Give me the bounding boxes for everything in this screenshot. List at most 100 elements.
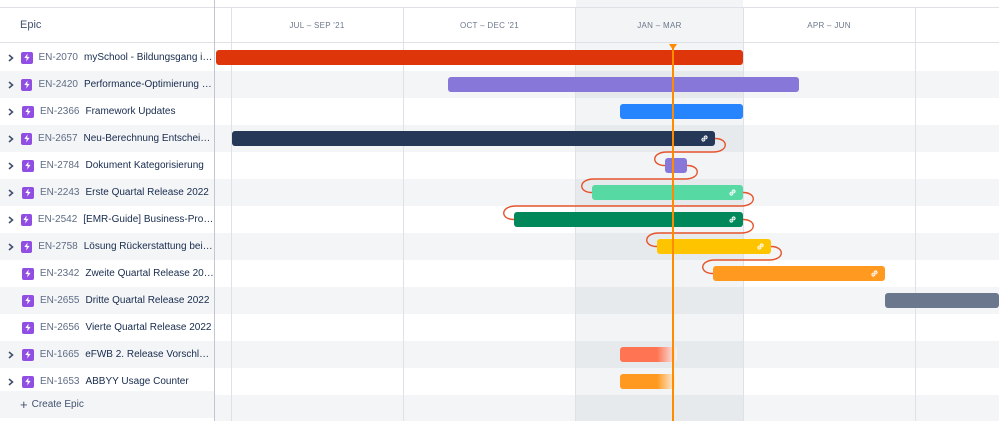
- epic-summary[interactable]: eFWB 2. Release Vorschläge: [85, 349, 214, 360]
- link-icon[interactable]: [700, 134, 709, 143]
- dependency-line[interactable]: [702, 245, 782, 275]
- epic-row[interactable]: EN-2070 mySchool - Bildungsgang in P...: [0, 44, 214, 71]
- epic-bar[interactable]: [620, 104, 743, 119]
- epic-key[interactable]: EN-2070: [38, 52, 78, 63]
- chevron-right-icon[interactable]: [7, 161, 15, 170]
- epic-bar[interactable]: [620, 347, 677, 362]
- timeline-header: JUL – SEP '21 OCT – DEC '21 JAN – MAR AP…: [215, 7, 999, 43]
- epic-key[interactable]: EN-1653: [40, 376, 80, 387]
- epic-bar[interactable]: [592, 185, 743, 200]
- epic-bar[interactable]: [514, 212, 743, 227]
- epic-bar[interactable]: [665, 158, 687, 173]
- epic-list-panel: Epic EN-2070 mySchool - Bildungsgang in P…: [0, 0, 215, 421]
- epic-row[interactable]: EN-1653 ABBYY Usage Counter: [0, 368, 214, 395]
- epic-row[interactable]: EN-2758 Lösung Rückerstattung bei Do...: [0, 233, 214, 260]
- epic-summary[interactable]: Zweite Quartal Release 2022: [85, 268, 214, 279]
- dependency-line[interactable]: [581, 164, 698, 194]
- epic-key[interactable]: EN-2420: [38, 79, 78, 90]
- epic-row[interactable]: EN-2656 Vierte Quartal Release 2022: [0, 314, 214, 341]
- epic-row[interactable]: EN-2655 Dritte Quartal Release 2022: [0, 287, 214, 314]
- epic-summary[interactable]: [EMR-Guide] Business-Profil m...: [83, 214, 214, 225]
- epic-bar[interactable]: [232, 131, 715, 146]
- epic-column-header: Epic: [0, 7, 214, 43]
- chevron-right-icon[interactable]: [7, 188, 15, 197]
- epic-summary[interactable]: Framework Updates: [85, 106, 176, 117]
- epic-bar[interactable]: [713, 266, 885, 281]
- epic-key[interactable]: EN-2784: [40, 160, 80, 171]
- epic-key[interactable]: EN-2243: [40, 187, 80, 198]
- chevron-right-icon[interactable]: [7, 215, 14, 224]
- epic-summary[interactable]: mySchool - Bildungsgang in P...: [83, 52, 214, 63]
- link-icon[interactable]: [870, 269, 879, 278]
- month-header-q4-2021: OCT – DEC '21: [459, 20, 520, 30]
- month-header-q1-2022: JAN – MAR: [637, 20, 682, 30]
- epic-key[interactable]: EN-2366: [40, 106, 80, 117]
- epic-bar[interactable]: [448, 77, 799, 92]
- epic-row[interactable]: EN-1665 eFWB 2. Release Vorschläge: [0, 341, 214, 368]
- epic-key[interactable]: EN-2542: [37, 214, 78, 225]
- epic-key[interactable]: EN-2657: [38, 133, 78, 144]
- epic-key[interactable]: EN-1665: [39, 349, 80, 360]
- create-epic-button[interactable]: + Create Epic: [0, 391, 214, 418]
- epic-summary[interactable]: ABBYY Usage Counter: [85, 376, 189, 387]
- quarter-separator: [915, 7, 916, 421]
- epic-lightning-icon: [21, 213, 32, 226]
- chevron-right-icon[interactable]: [7, 242, 14, 251]
- dependency-line[interactable]: [646, 218, 754, 248]
- dependency-lines: [503, 137, 782, 275]
- epic-lightning-icon: [21, 348, 34, 361]
- chevron-right-icon[interactable]: [7, 80, 14, 89]
- epic-bar[interactable]: [885, 293, 999, 308]
- epic-summary[interactable]: Erste Quartal Release 2022: [85, 187, 209, 198]
- quarter-separator: [231, 7, 232, 421]
- epic-row[interactable]: EN-2784 Dokument Kategorisierung: [0, 152, 214, 179]
- link-icon[interactable]: [728, 188, 737, 197]
- epic-summary[interactable]: Performance-Optimierung Pal...: [83, 79, 214, 90]
- epic-summary[interactable]: Neu-Berechnung Entscheid na...: [83, 133, 214, 144]
- chevron-right-icon[interactable]: [7, 377, 15, 386]
- epic-key[interactable]: EN-2758: [38, 241, 78, 252]
- epic-lightning-icon: [22, 159, 34, 172]
- epic-row[interactable]: EN-2542 [EMR-Guide] Business-Profil m...: [0, 206, 214, 233]
- epic-summary[interactable]: Dokument Kategorisierung: [85, 160, 204, 171]
- epic-row[interactable]: EN-2342 Zweite Quartal Release 2022: [0, 260, 214, 287]
- timeline-panel[interactable]: JUL – SEP '21 OCT – DEC '21 JAN – MAR AP…: [215, 0, 999, 421]
- quarter-separator: [403, 7, 404, 421]
- epic-summary[interactable]: Vierte Quartal Release 2022: [85, 322, 212, 333]
- epic-lightning-icon: [21, 51, 33, 64]
- epic-lightning-icon: [21, 132, 33, 145]
- epic-key[interactable]: EN-2656: [40, 322, 80, 333]
- epic-bar[interactable]: [657, 239, 771, 254]
- epic-row[interactable]: EN-2243 Erste Quartal Release 2022: [0, 179, 214, 206]
- chevron-right-icon[interactable]: [7, 350, 15, 359]
- dependency-line[interactable]: [654, 137, 726, 167]
- link-icon[interactable]: [728, 215, 737, 224]
- epic-key[interactable]: EN-2342: [39, 268, 80, 279]
- epic-summary[interactable]: Lösung Rückerstattung bei Do...: [83, 241, 214, 252]
- chevron-right-icon[interactable]: [7, 134, 14, 143]
- epic-row[interactable]: EN-2657 Neu-Berechnung Entscheid na...: [0, 125, 214, 152]
- epic-lightning-icon: [22, 375, 34, 388]
- epic-key[interactable]: EN-2655: [40, 295, 80, 306]
- epic-lightning-icon: [21, 240, 33, 253]
- epic-lightning-icon: [22, 105, 34, 118]
- chevron-right-icon[interactable]: [7, 107, 15, 116]
- epic-row[interactable]: EN-2420 Performance-Optimierung Pal...: [0, 71, 214, 98]
- dependency-line[interactable]: [503, 191, 754, 221]
- month-header-q3-2021: JUL – SEP '21: [289, 20, 345, 30]
- link-icon[interactable]: [756, 242, 765, 251]
- epic-bar[interactable]: [620, 374, 677, 389]
- epic-row[interactable]: EN-2366 Framework Updates: [0, 98, 214, 125]
- epic-bar[interactable]: [216, 50, 743, 65]
- timeline-row: [215, 233, 999, 260]
- epic-lightning-icon: [22, 294, 34, 307]
- chevron-right-icon[interactable]: [7, 53, 14, 62]
- timeline-row: [215, 395, 999, 421]
- today-line: [672, 44, 674, 421]
- epic-summary[interactable]: Dritte Quartal Release 2022: [85, 295, 210, 306]
- epic-lightning-icon: [21, 267, 34, 280]
- epic-lightning-icon: [22, 321, 34, 334]
- epic-column-label: Epic: [20, 19, 42, 31]
- epic-lightning-icon: [22, 186, 34, 199]
